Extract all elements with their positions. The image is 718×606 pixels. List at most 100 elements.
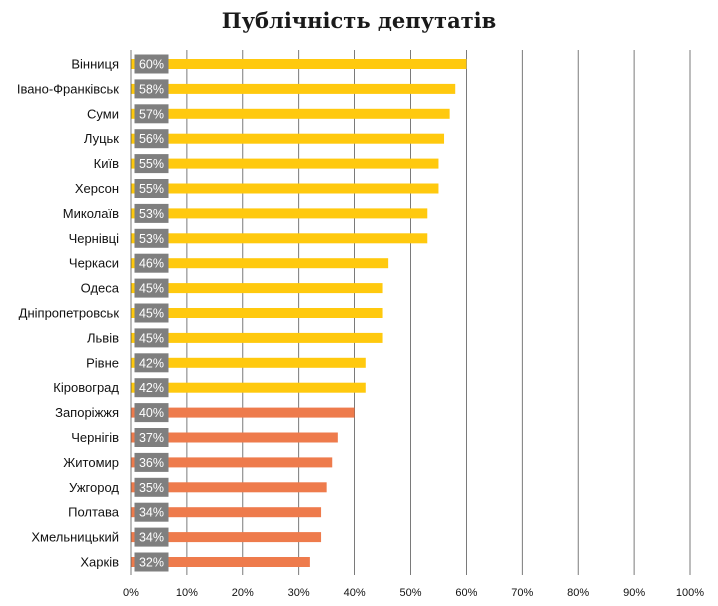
data-label: 55%	[139, 182, 164, 196]
x-tick-label: 90%	[623, 587, 645, 599]
data-label: 55%	[139, 157, 164, 171]
x-tick-label: 20%	[232, 587, 254, 599]
data-label-box	[134, 452, 169, 472]
bar	[131, 233, 428, 244]
bar	[131, 83, 456, 94]
bar	[131, 283, 383, 294]
bar	[131, 357, 366, 368]
category-label: Чернігів	[71, 430, 119, 445]
bar	[131, 332, 383, 343]
data-label: 42%	[139, 381, 164, 395]
chart-title: Публічність депутатів	[221, 8, 497, 33]
data-label: 45%	[139, 307, 164, 321]
bar	[131, 482, 327, 493]
data-label-box	[134, 353, 169, 373]
category-label: Херсон	[75, 181, 119, 196]
data-label: 45%	[139, 331, 164, 345]
bar	[131, 457, 333, 468]
bar	[131, 382, 366, 393]
bar	[131, 308, 383, 318]
category-label: Черкаси	[69, 256, 119, 271]
bar	[131, 133, 445, 144]
data-label-box	[134, 104, 169, 124]
category-label: Полтава	[68, 505, 120, 520]
category-label: Рівне	[86, 355, 119, 370]
x-tick-label: 0%	[123, 587, 139, 599]
category-label: Хмельницький	[31, 530, 119, 545]
category-label: Харків	[80, 555, 119, 570]
bar	[131, 407, 355, 418]
data-label: 57%	[139, 107, 164, 121]
x-tick-label: 50%	[399, 587, 421, 599]
bar	[131, 432, 338, 443]
data-label-box	[134, 278, 169, 298]
bar	[131, 59, 467, 69]
tick-labels: 0% 10% 20% 30% 40% 50% 60% 70% 80% 90% 100%	[123, 587, 704, 599]
data-label: 60%	[139, 58, 164, 72]
category-label: Луцьк	[84, 131, 119, 146]
data-label: 45%	[139, 282, 164, 296]
data-label-box	[134, 502, 169, 522]
bar	[131, 208, 428, 219]
data-label: 40%	[139, 406, 164, 420]
category-label: Дніпропетровськ	[19, 306, 120, 321]
category-label: Запоріжжя	[55, 405, 119, 420]
bar	[131, 158, 439, 169]
x-tick-label: 70%	[511, 587, 533, 599]
data-label-box	[134, 154, 169, 174]
data-label-box	[134, 253, 169, 273]
data-label-box	[134, 428, 169, 447]
data-label: 42%	[139, 356, 164, 370]
data-label: 37%	[139, 431, 164, 445]
data-label-box	[134, 303, 169, 323]
data-label-box	[134, 179, 169, 198]
data-label: 53%	[139, 232, 164, 246]
category-label: Вінниця	[71, 57, 119, 72]
data-label-box	[134, 328, 169, 348]
data-label-box	[134, 54, 169, 74]
data-label-box	[134, 477, 169, 497]
bar	[131, 258, 389, 269]
data-label: 56%	[139, 132, 164, 146]
data-label-box	[134, 378, 169, 398]
data-label: 58%	[139, 82, 164, 96]
x-tick-label: 40%	[344, 587, 366, 599]
category-label: Одеса	[81, 281, 120, 296]
data-label-box	[134, 527, 169, 547]
data-label: 46%	[139, 257, 164, 271]
x-tick-label: 30%	[288, 587, 310, 599]
category-label: Львів	[87, 330, 119, 345]
category-label: Ужгород	[69, 480, 119, 495]
x-tick-label: 80%	[567, 587, 589, 599]
data-label-box	[134, 403, 169, 423]
data-label-box	[134, 129, 169, 149]
category-label: Миколаїв	[63, 206, 119, 221]
data-label-box	[134, 228, 169, 248]
data-label: 34%	[139, 506, 164, 520]
bars	[131, 59, 467, 567]
category-label: Кіровоград	[53, 380, 119, 395]
category-label: Суми	[87, 106, 119, 121]
data-label: 35%	[139, 481, 164, 495]
x-tick-label: 100%	[676, 587, 704, 599]
bar	[131, 507, 322, 518]
bar	[131, 183, 439, 194]
data-label-box	[134, 552, 169, 572]
data-label-box	[134, 203, 169, 223]
x-tick-label: 60%	[455, 587, 477, 599]
category-label: Київ	[94, 156, 119, 171]
data-label: 36%	[139, 456, 164, 470]
data-label: 34%	[139, 531, 164, 545]
data-label-box	[134, 79, 169, 99]
x-tick-label: 10%	[176, 587, 198, 599]
bar	[131, 108, 450, 119]
category-label: Житомир	[63, 455, 119, 470]
data-labels: 60% 58% 57% 56% 55% 55% 53% 53% 46% 45% 45% 45% 42% 4…	[134, 54, 169, 572]
category-label: Чернівці	[69, 231, 120, 246]
data-label: 32%	[139, 556, 164, 570]
category-labels: Вінниця Івано-Франківськ Суми Луцьк Київ Херс…	[17, 57, 120, 570]
data-label: 53%	[139, 207, 164, 221]
bar	[131, 557, 310, 567]
bar	[131, 532, 322, 543]
